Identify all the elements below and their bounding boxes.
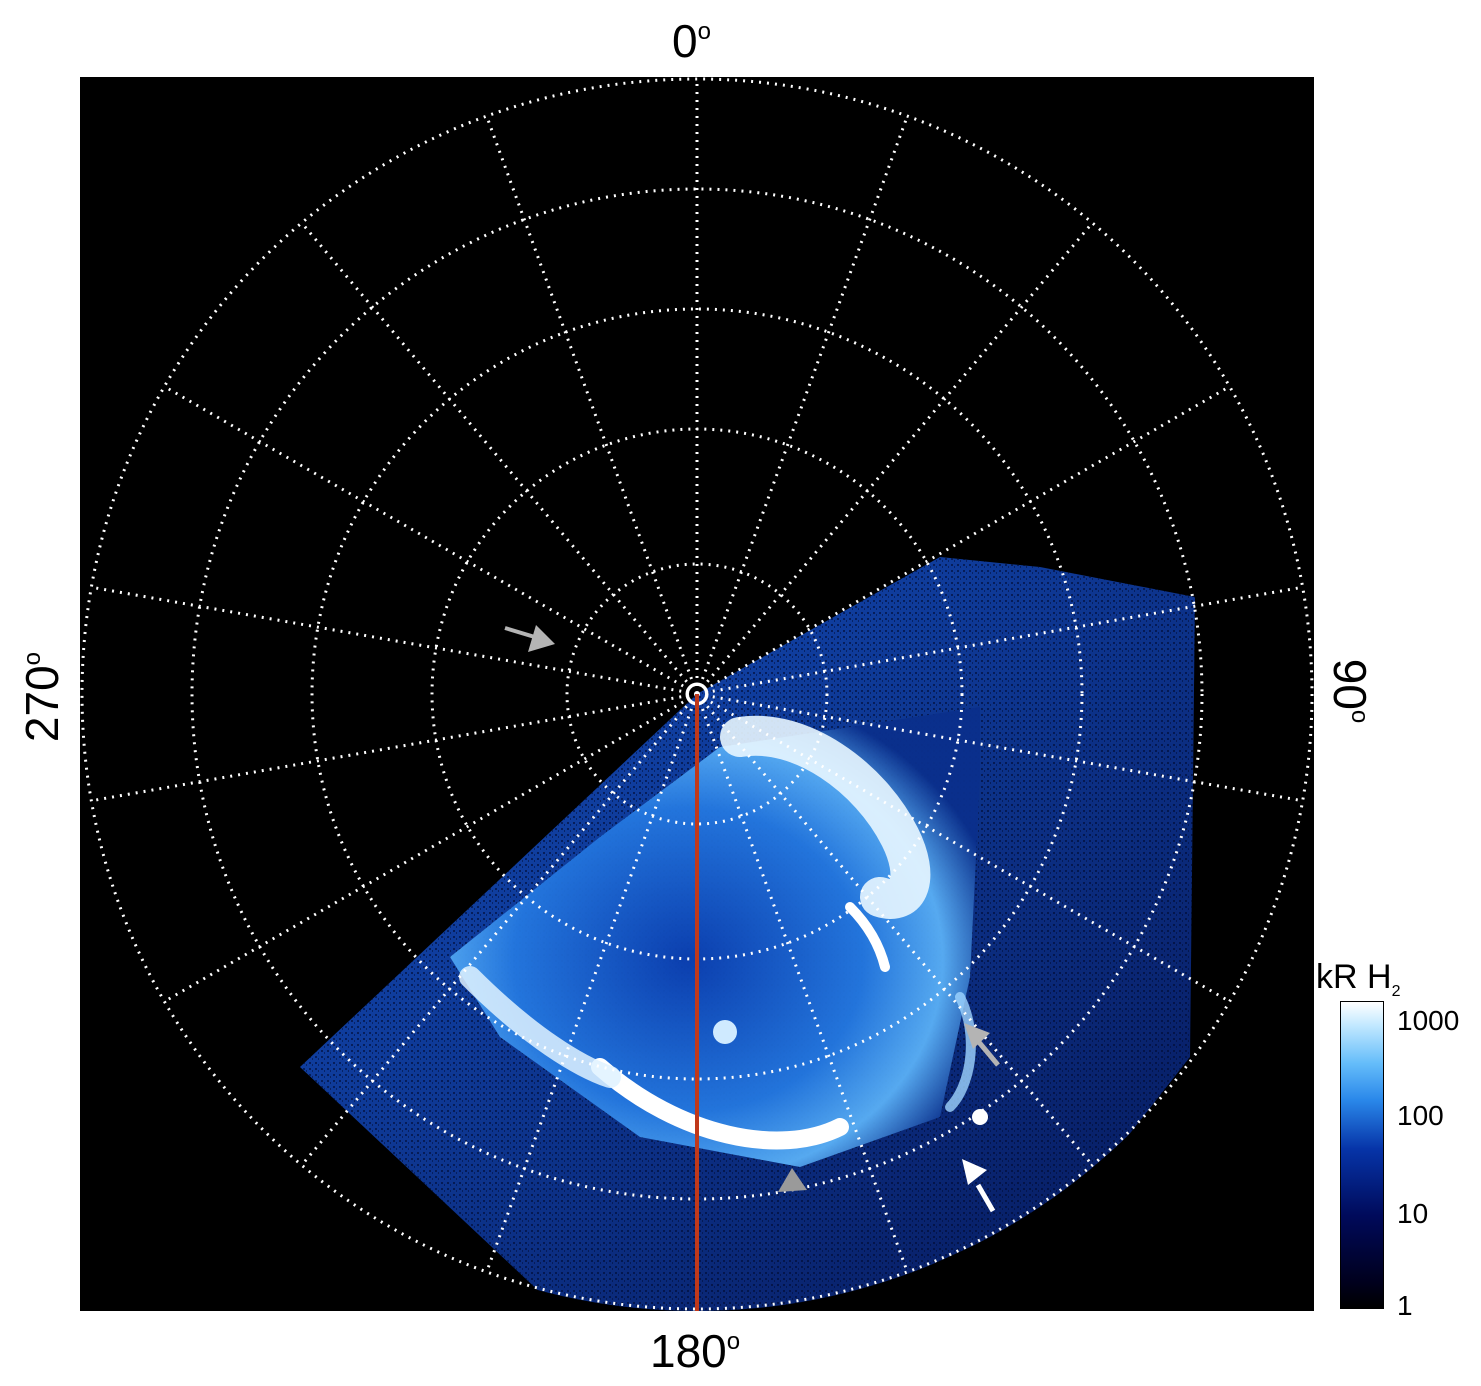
white-arrow-icon bbox=[962, 1159, 996, 1213]
longitude-spokes bbox=[91, 79, 1303, 1309]
longitude-spoke bbox=[485, 693, 699, 1273]
longitude-spoke bbox=[300, 693, 699, 1167]
longitude-spoke bbox=[696, 585, 1303, 696]
gray-arrow-icon bbox=[964, 1023, 1000, 1067]
longitude-spoke bbox=[91, 692, 698, 803]
longitude-spoke bbox=[300, 221, 699, 695]
longitude-spoke bbox=[163, 385, 698, 696]
longitude-label-90: 90o bbox=[1324, 658, 1376, 724]
colorbar-tick: 1 bbox=[1397, 1290, 1413, 1321]
polar-aurora-map bbox=[80, 77, 1314, 1311]
colorbar-tick: 10 bbox=[1397, 1198, 1429, 1229]
longitude-label-0: 0o bbox=[672, 15, 711, 67]
colorbar-tick: 100 bbox=[1397, 1100, 1444, 1131]
longitude-spoke bbox=[695, 115, 909, 695]
colorbar-tick: 1000 bbox=[1397, 1005, 1460, 1036]
longitude-spoke bbox=[696, 692, 1231, 1003]
longitude-label-180: 180o bbox=[650, 1325, 741, 1377]
longitude-spoke bbox=[485, 115, 699, 695]
aurora-emission-region bbox=[300, 557, 1195, 1311]
gray-arrow-icon bbox=[504, 625, 555, 652]
longitude-spoke bbox=[163, 692, 698, 1003]
longitude-spoke bbox=[696, 385, 1231, 696]
colorbar bbox=[1340, 1001, 1384, 1309]
longitude-spoke bbox=[696, 692, 1303, 803]
longitude-spoke bbox=[91, 585, 698, 696]
longitude-spoke bbox=[695, 693, 909, 1273]
colorbar-title: kR H2 bbox=[1316, 958, 1401, 1000]
longitude-label-270: 270o bbox=[16, 651, 68, 743]
longitude-spoke bbox=[695, 693, 1094, 1167]
triangle-marker-icon bbox=[778, 1168, 807, 1192]
longitude-spoke bbox=[695, 221, 1094, 695]
